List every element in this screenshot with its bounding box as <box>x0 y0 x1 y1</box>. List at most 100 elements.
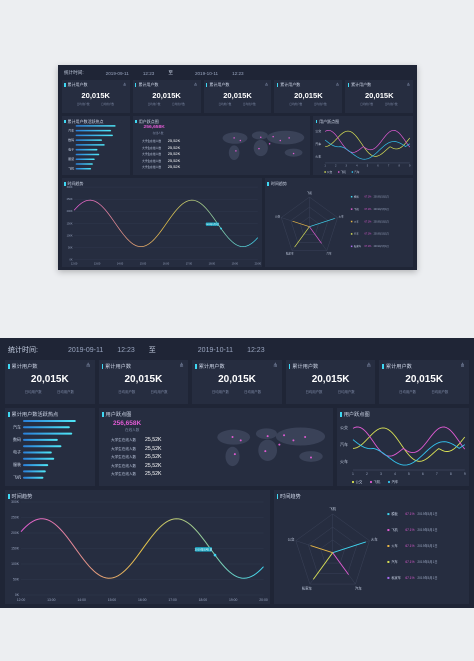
hot-bar[interactable] <box>23 432 73 435</box>
map-hotspot[interactable] <box>259 136 262 139</box>
kpi-sub-left: 日均用户数 <box>289 102 303 106</box>
kpi-card[interactable]: 累计用户数 ⋔ 20,015K 日均用户数 日均用户数 <box>203 80 272 114</box>
scatter-legend-label: 汽车 <box>392 479 399 484</box>
hot-title: 累计用户数活跃热点 <box>8 411 58 418</box>
map-hotspot[interactable] <box>279 140 281 142</box>
hot-bar[interactable] <box>75 144 105 147</box>
radar-legend-pct: 67.1% <box>405 544 414 548</box>
trend-point[interactable] <box>213 553 217 557</box>
map-hotspot[interactable] <box>292 439 295 442</box>
radar-legend-pct: 67.1% <box>365 245 373 248</box>
trend-x-label: 14:00 <box>117 262 124 266</box>
hot-bar[interactable] <box>23 470 46 473</box>
kpi-card[interactable]: 累计用户数 ⋔ 20,015K 日均用户数 日均用户数 <box>5 360 95 404</box>
map-row-label: 大学生在线人数 <box>111 446 137 451</box>
map-total-label: 在线人数 <box>125 428 140 432</box>
share-icon[interactable]: ⋔ <box>335 81 340 87</box>
share-icon[interactable]: ⋔ <box>406 81 411 87</box>
map-hotspot[interactable] <box>266 435 269 438</box>
map-hotspot[interactable] <box>239 439 242 442</box>
scatter-y-label: 汽车 <box>340 441 348 447</box>
map-hotspot[interactable] <box>278 443 281 446</box>
hot-bar[interactable] <box>23 457 55 460</box>
share-icon[interactable]: ⋔ <box>122 81 127 87</box>
legend-dot <box>351 171 354 174</box>
kpi-card[interactable]: 累计用户数 ⋔ 20,015K 日均用户数 日均用户数 <box>61 80 130 114</box>
share-icon[interactable]: ⋔ <box>459 363 465 369</box>
share-icon[interactable]: ⋔ <box>85 363 91 369</box>
kpi-card[interactable]: 累计用户数 ⋔ 20,015K 日均用户数 日均用户数 <box>285 360 376 404</box>
hot-bar[interactable] <box>75 168 91 170</box>
kpi-card[interactable]: 累计用户数 ⋔ 20,015K 日均用户数 日均用户数 <box>345 80 414 114</box>
share-icon[interactable]: ⋔ <box>264 81 269 87</box>
legend-swatch <box>351 245 353 248</box>
end-time-value[interactable]: 12:23 <box>232 70 244 76</box>
end-date-value[interactable]: 2019-10-11 <box>197 346 234 354</box>
hot-bar[interactable] <box>75 139 102 142</box>
kpi-card[interactable]: 累计用户数 ⋔ 20,015K 日均用户数 日均用户数 <box>132 80 201 114</box>
start-date-value[interactable]: 2019-09-11 <box>67 346 104 354</box>
hot-bar[interactable] <box>75 163 93 166</box>
share-icon[interactable]: ⋔ <box>366 363 372 369</box>
scatter-x-label: 8 <box>450 472 452 476</box>
map-hotspot[interactable] <box>288 137 290 139</box>
kpi-title-text: 累计用户数 <box>292 364 319 370</box>
hot-bar[interactable] <box>23 451 52 454</box>
kpi-title: 累计用户数 <box>276 82 300 88</box>
map-hotspot[interactable] <box>235 150 237 152</box>
share-icon[interactable]: ⋔ <box>179 363 185 369</box>
map-hotspot[interactable] <box>239 140 242 142</box>
radar-legend-name: 私家车 <box>391 575 401 580</box>
map-hotspot[interactable] <box>272 136 274 138</box>
trend-point[interactable] <box>219 227 222 230</box>
continent-shape <box>258 439 278 461</box>
radar-legend-date: 2019年5月1日 <box>417 559 437 564</box>
start-time-value[interactable]: 12:23 <box>142 70 155 76</box>
radar-legend-pct: 67.1% <box>365 208 373 211</box>
hot-bar[interactable] <box>75 130 111 132</box>
hot-bar[interactable] <box>75 149 98 151</box>
start-date-value[interactable]: 2019-09-11 <box>105 70 129 76</box>
map-hotspot[interactable] <box>264 450 267 453</box>
kpi-card[interactable]: 累计用户数 ⋔ 20,015K 日均用户数 日均用户数 <box>379 360 469 404</box>
map-hotspot[interactable] <box>304 435 307 438</box>
hot-bar[interactable] <box>75 158 95 161</box>
hot-title: 累计用户数活跃热点 <box>64 119 104 125</box>
hot-bar[interactable] <box>23 476 44 479</box>
map-row-value: 25,52K <box>145 437 162 443</box>
kpi-card[interactable]: 累计用户数 ⋔ 20,015K 日均用户数 日均用户数 <box>274 80 343 114</box>
hot-bar[interactable] <box>23 438 58 441</box>
map-hotspot[interactable] <box>258 148 260 150</box>
map-hotspot[interactable] <box>283 434 286 437</box>
hot-title-text: 累计用户数活跃热点 <box>11 412 59 418</box>
end-date-value[interactable]: 2019-10-11 <box>194 70 219 76</box>
hot-bar[interactable] <box>23 420 76 422</box>
map-hotspot[interactable] <box>309 456 312 459</box>
map-hotspot[interactable] <box>268 143 271 145</box>
end-time-value[interactable]: 12:23 <box>247 346 265 354</box>
share-icon[interactable]: ⋔ <box>272 363 278 369</box>
radar-panel: 时间趋势 飞机 火车 汽车 私家车 公交 模板 67.1% 2019年5月1日 飞机 67.1% 20… <box>273 490 469 604</box>
hot-bar[interactable] <box>23 464 49 467</box>
radar-legend-date: 2019年5月1日 <box>417 575 437 580</box>
kpi-value: 20,015K <box>311 374 350 385</box>
scatter-series-line <box>352 439 466 466</box>
radar-axis-label: 汽车 <box>327 252 333 256</box>
trend-x-label: 13:00 <box>47 598 56 602</box>
hot-bar[interactable] <box>23 445 62 448</box>
kpi-card[interactable]: 累计用户数 ⋔ 20,015K 日均用户数 日均用户数 <box>98 360 189 404</box>
start-time-value[interactable]: 12:23 <box>117 346 135 354</box>
title-accent <box>276 494 278 500</box>
share-icon[interactable]: ⋔ <box>193 81 198 87</box>
hot-bar[interactable] <box>75 134 113 137</box>
kpi-card[interactable]: 累计用户数 ⋔ 20,015K 日均用户数 日均用户数 <box>192 360 282 404</box>
hot-bar[interactable] <box>75 154 100 156</box>
trend-line <box>20 518 264 579</box>
map-hotspot[interactable] <box>292 153 295 155</box>
hot-bar[interactable] <box>23 426 70 429</box>
map-hotspot[interactable] <box>233 453 236 456</box>
hot-bar[interactable] <box>75 125 116 127</box>
map-hotspot[interactable] <box>233 137 235 139</box>
map-hotspot[interactable] <box>231 435 234 438</box>
